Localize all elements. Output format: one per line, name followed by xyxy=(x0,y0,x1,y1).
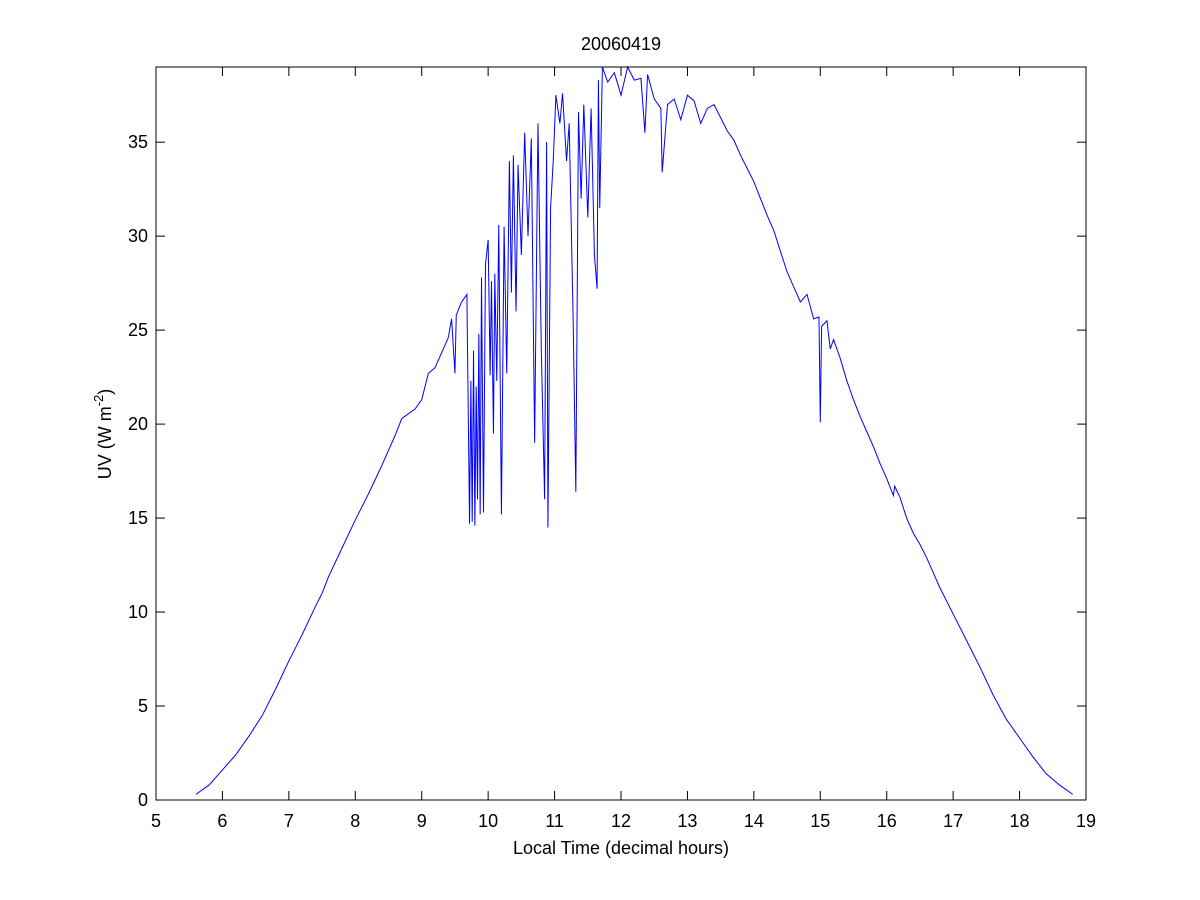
y-tick-label: 25 xyxy=(128,320,148,340)
y-tick-label: 15 xyxy=(128,508,148,528)
x-tick-label: 10 xyxy=(478,811,498,831)
x-tick-label: 13 xyxy=(677,811,697,831)
x-tick-label: 8 xyxy=(350,811,360,831)
x-tick-label: 11 xyxy=(545,811,564,831)
x-tick-label: 19 xyxy=(1076,811,1096,831)
chart-title: 20060419 xyxy=(581,34,661,54)
x-tick-label: 12 xyxy=(611,811,631,831)
x-tick-label: 17 xyxy=(943,811,963,831)
y-axis-label-text: UV (W m xyxy=(95,406,115,479)
x-tick-label: 18 xyxy=(1010,811,1030,831)
y-tick-label: 30 xyxy=(128,226,148,246)
x-tick-label: 9 xyxy=(417,811,427,831)
y-tick-label: 35 xyxy=(128,132,148,152)
y-tick-label: 10 xyxy=(128,602,148,622)
x-axis-label: Local Time (decimal hours) xyxy=(513,838,729,858)
axes-box xyxy=(155,66,1087,801)
x-tick-label: 16 xyxy=(877,811,897,831)
y-axis-label-sup: -2 xyxy=(91,395,106,407)
y-axis-label: UV (W m-2) xyxy=(91,389,115,480)
x-tick-label: 5 xyxy=(151,811,161,831)
x-tick-label: 15 xyxy=(810,811,830,831)
x-tick-label: 6 xyxy=(217,811,227,831)
y-axis-label-end: ) xyxy=(95,389,115,395)
y-tick-label: 0 xyxy=(138,790,148,810)
y-tick-label: 5 xyxy=(138,696,148,716)
x-tick-label: 14 xyxy=(744,811,764,831)
x-tick-label: 7 xyxy=(284,811,294,831)
data-line xyxy=(195,65,1073,795)
y-tick-label: 20 xyxy=(128,414,148,434)
